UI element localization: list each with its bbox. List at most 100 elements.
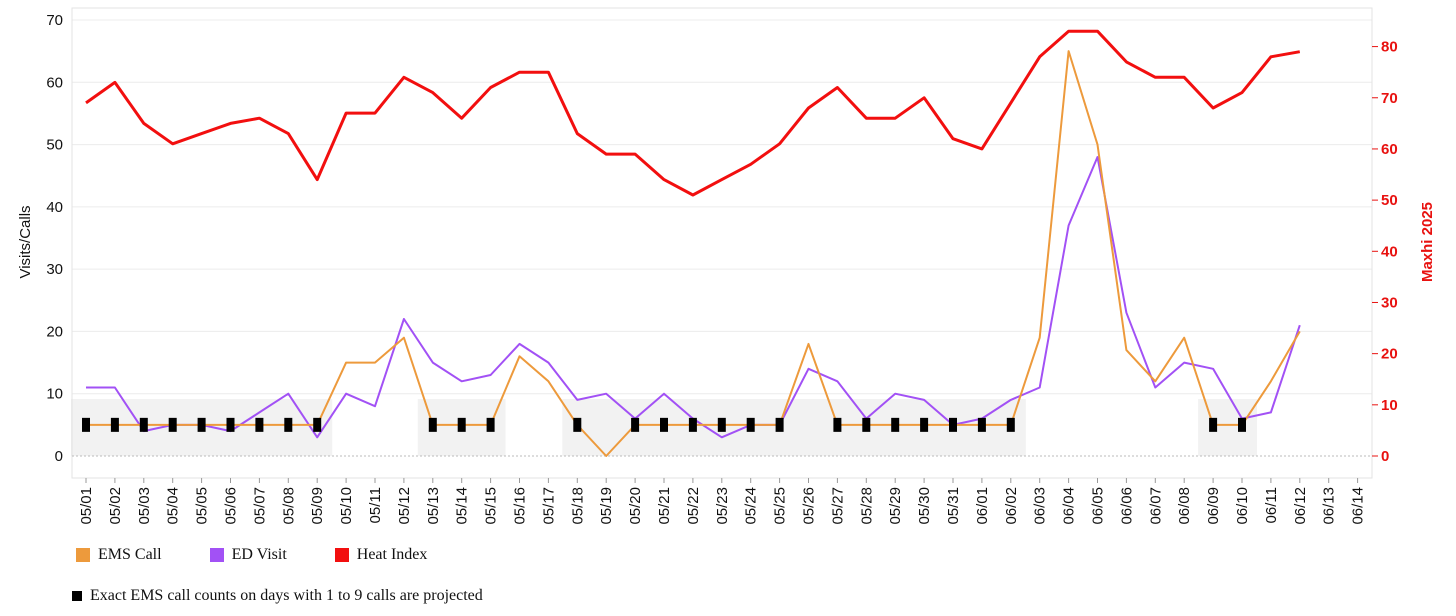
ed-swatch (209, 548, 224, 562)
series-line-heat-index (85, 29, 1301, 197)
x-tick-label: 05/12 (396, 487, 413, 525)
y-axis-right: 0 10 20 30 40 50 60 70 80 (1372, 39, 1398, 465)
y2-tick-label: 30 (1381, 294, 1398, 311)
projected-marker (139, 417, 148, 432)
legend-item-ed[interactable]: ED Visit (209, 546, 287, 564)
projected-marker (226, 417, 235, 432)
projected-marker (255, 417, 264, 432)
projected-marker (428, 417, 437, 432)
x-axis: 05/01 05/02 05/03 05/04 05/05 05/06 05/07 05/08… (78, 478, 1367, 525)
projected-markers (82, 417, 1246, 432)
y-tick-label: 50 (46, 137, 63, 154)
y2-tick-label: 60 (1381, 141, 1398, 158)
y-tick-label: 70 (46, 12, 63, 29)
x-tick-label: 06/05 (1090, 487, 1107, 525)
x-tick-label: 05/14 (454, 487, 471, 525)
projected-marker (457, 417, 466, 432)
projected-marker (949, 417, 957, 432)
y2-tick-label: 20 (1381, 346, 1398, 363)
x-tick-label: 05/31 (945, 487, 962, 525)
projected-marker (891, 417, 900, 432)
projected-marker (775, 417, 784, 432)
x-tick-label: 05/17 (540, 487, 557, 525)
projection-bands (71, 399, 1257, 456)
y2-tick-label: 0 (1381, 448, 1389, 465)
x-tick-label: 05/08 (280, 487, 297, 525)
projected-marker (688, 417, 697, 432)
x-tick-label: 05/25 (772, 487, 789, 525)
series-lines (85, 29, 1301, 457)
y2-tick-label: 80 (1381, 39, 1398, 56)
x-tick-label: 05/06 (223, 487, 240, 525)
projected-marker (862, 417, 871, 432)
x-tick-label: 06/06 (1118, 487, 1135, 525)
legend-item-heat[interactable]: Heat Index (334, 546, 428, 564)
x-tick-label: 06/11 (1263, 487, 1280, 523)
projected-marker-icon (72, 591, 82, 601)
x-tick-label: 05/02 (107, 487, 124, 525)
x-tick-label: 05/30 (916, 487, 933, 525)
projected-marker (1209, 417, 1218, 432)
x-tick-label: 05/16 (512, 487, 529, 525)
x-tick-label: 05/23 (714, 487, 731, 525)
y-tick-label: 40 (46, 199, 63, 216)
series-line-ems-call (86, 50, 1301, 457)
ems-swatch (76, 548, 90, 562)
y-tick-label: 20 (46, 323, 63, 340)
y-tick-label: 30 (46, 261, 63, 278)
x-tick-label: 05/29 (887, 487, 904, 525)
x-tick-label: 05/05 (194, 487, 211, 525)
projected-marker (920, 417, 929, 432)
projected-marker (82, 417, 90, 432)
footnote: Exact EMS call counts on days with 1 to … (72, 587, 483, 605)
legend-label-ems: EMS Call (98, 546, 162, 563)
x-tick-label: 06/02 (1003, 487, 1020, 525)
x-tick-label: 05/15 (483, 487, 500, 525)
legend-label-heat: Heat Index (356, 546, 428, 563)
x-tick-label: 05/28 (858, 487, 875, 525)
y-tick-label: 60 (46, 74, 63, 91)
x-tick-label: 05/21 (656, 487, 673, 525)
x-tick-label: 05/03 (136, 487, 153, 525)
x-tick-label: 05/07 (251, 487, 268, 525)
x-tick-label: 05/10 (338, 487, 355, 525)
projection-band (562, 399, 1026, 456)
y2-tick-label: 50 (1381, 192, 1398, 209)
legend-item-ems[interactable]: EMS Call (76, 546, 162, 564)
x-tick-label: 06/10 (1234, 487, 1251, 525)
x-tick-label: 05/13 (425, 487, 442, 525)
gridlines (72, 19, 1372, 395)
projected-marker (631, 417, 640, 432)
projected-marker (313, 417, 322, 432)
x-tick-label: 05/27 (829, 487, 846, 525)
x-tick-label: 05/19 (598, 487, 615, 525)
x-tick-label: 06/03 (1032, 487, 1049, 525)
x-tick-label: 06/04 (1061, 487, 1078, 525)
x-tick-label: 06/07 (1147, 487, 1164, 525)
projected-marker (746, 417, 755, 432)
footnote-text: Exact EMS call counts on days with 1 to … (90, 587, 483, 604)
x-tick-label: 06/12 (1292, 487, 1309, 525)
x-tick-label: 06/14 (1350, 487, 1367, 525)
x-tick-label: 06/08 (1176, 487, 1193, 525)
x-tick-label: 05/22 (685, 487, 702, 525)
x-tick-label: 05/18 (569, 487, 586, 525)
x-tick-label: 06/01 (974, 487, 991, 525)
x-tick-label: 05/24 (743, 487, 760, 525)
projected-marker (284, 417, 293, 432)
x-tick-label: 05/04 (165, 487, 182, 525)
projected-marker (573, 417, 582, 432)
projected-marker (168, 417, 177, 432)
x-tick-label: 06/13 (1321, 487, 1338, 525)
y2-axis-title: Maxhi 2025 (1419, 202, 1436, 282)
projected-marker (486, 417, 495, 432)
y2-tick-label: 40 (1381, 243, 1398, 260)
x-tick-label: 05/09 (309, 487, 326, 525)
legend: EMS Call ED Visit Heat Index (76, 546, 427, 564)
y-tick-label: 0 (55, 448, 63, 465)
projected-marker (1238, 417, 1246, 432)
projected-marker (660, 417, 668, 432)
x-tick-label: 05/11 (367, 487, 384, 523)
heat-swatch (334, 548, 349, 562)
